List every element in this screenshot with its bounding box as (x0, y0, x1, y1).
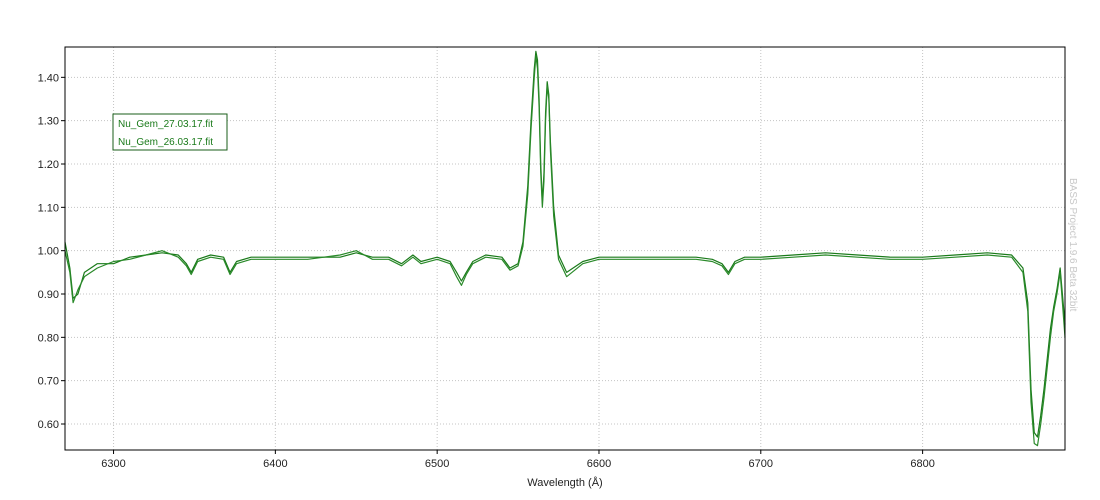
y-tick-label: 1.40 (38, 72, 59, 84)
x-tick-label: 6500 (425, 458, 449, 470)
y-tick-label: 0.70 (38, 376, 59, 388)
legend-entry-1: Nu_Gem_27.03.17.fit (118, 119, 213, 130)
x-tick-label: 6800 (910, 458, 934, 470)
y-tick-label: 0.60 (38, 419, 59, 431)
y-tick-label: 0.80 (38, 332, 59, 344)
x-tick-label: 6400 (263, 458, 287, 470)
legend-box (112, 113, 228, 151)
x-tick-label: 6300 (101, 458, 125, 470)
series-layer (64, 50, 1066, 447)
x-axis-title: Wavelength (Å) (527, 476, 602, 489)
plot-background (65, 47, 1065, 450)
series-line-1 (64, 50, 1066, 438)
y-tick-label: 1.20 (38, 159, 59, 171)
y-tick-label: 1.30 (38, 116, 59, 128)
y-axis: 0.60 0.70 0.80 0.90 1.00 1.10 1.20 1.30 1.40 (38, 72, 65, 431)
y-tick-label: 0.90 (38, 289, 59, 301)
plot-frame (64, 46, 1066, 451)
series-line-2 (64, 55, 1066, 447)
legend: Nu_Gem_27.03.17.fit Nu_Gem_26.03.17.fit (112, 113, 228, 151)
x-axis: 6300 6400 6500 6600 6700 6800 (101, 450, 935, 470)
x-tick-label: 6600 (587, 458, 611, 470)
x-tick-label: 6700 (749, 458, 773, 470)
y-tick-label: 1.00 (38, 246, 59, 258)
legend-entry-2: Nu_Gem_26.03.17.fit (118, 137, 213, 148)
grid (65, 47, 1065, 450)
y-tick-label: 1.10 (38, 202, 59, 214)
watermark: BASS Project 1.9.6 Beta 32bit (1067, 178, 1078, 312)
